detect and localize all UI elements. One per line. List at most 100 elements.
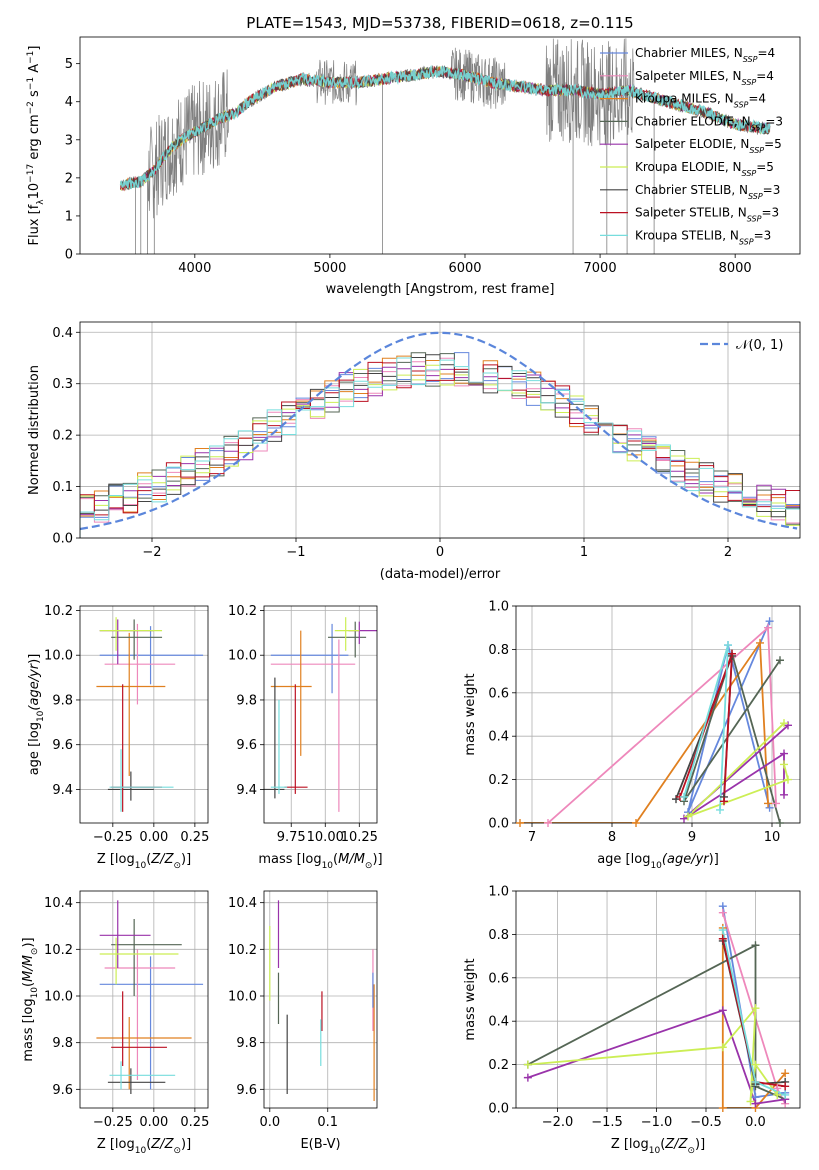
y-tick-label: 0.4	[488, 730, 509, 745]
weight-line-chabrier_elodie	[683, 650, 781, 823]
panel-spectrum: 4000 5000 6000 7000 8000 0 1 2 3 4 5 Chabrier MILES…	[26, 36, 801, 297]
plot-area	[96, 900, 204, 1094]
y-tick-label: 0.0	[52, 532, 73, 547]
plot-area	[119, 38, 771, 254]
axes-frame	[263, 605, 378, 824]
weight-marker-kroupa_elodie	[523, 1060, 532, 1069]
weight-marker-salpeter_miles	[544, 819, 552, 827]
weight-marker-salpeter_elodie	[751, 1099, 760, 1108]
x-tick-label: 0.25	[180, 830, 209, 845]
histogram-salpeter_stelib	[80, 361, 800, 538]
plot-area	[264, 617, 377, 812]
x-axis-label: mass [log10(M/M⊙)]	[258, 852, 382, 871]
weight-marker-salpeter_elodie	[523, 1073, 532, 1082]
x-axis-label: (data-model)/error	[380, 567, 501, 582]
weight-marker-salpeter_miles	[718, 908, 727, 917]
y-tick-label: 10.2	[228, 943, 257, 958]
y-tick-label: 9.8	[236, 693, 257, 708]
weight-marker-kroupa_elodie	[773, 1090, 782, 1099]
axis-label: age [log10(age/yr)]	[27, 654, 46, 776]
axes-frame	[263, 890, 378, 1109]
weight-marker-kroupa_miles	[756, 638, 764, 647]
weight-marker-salpeter_stelib	[718, 934, 727, 943]
legend-entry: Kroupa STELIB, NSSP=3	[635, 228, 771, 246]
axes-frame	[79, 36, 801, 255]
legend-entry: Chabrier MILES, NSSP=4	[635, 46, 775, 64]
histogram-kroupa_stelib	[80, 357, 800, 538]
y-axis-label: mass weight	[463, 673, 478, 755]
y-axis-label: mass weight	[463, 958, 478, 1040]
y-axis-label: Flux [fλ10−17 erg cm−2 s−1 A−1]	[26, 46, 46, 246]
y-tick-label: 9.8	[52, 1036, 73, 1051]
y-tick-label: 9.6	[52, 1083, 73, 1098]
x-tick-label: 10	[764, 830, 781, 845]
panel-weight_vs_age: 7 8 9 10 0.0 0.2 0.4 0.6 0.8 1.0 age [log10(age/yr…	[463, 600, 801, 871]
y-tick-label: 5	[65, 57, 73, 72]
normal-curve	[80, 331, 798, 531]
weight-marker-kroupa_miles	[718, 1104, 727, 1112]
y-tick-label: 9.8	[52, 693, 73, 708]
y-tick-label: 1.0	[488, 600, 509, 615]
axes-frame	[79, 321, 801, 539]
x-tick-label: −1	[286, 545, 305, 560]
y-tick-label: 9.6	[52, 738, 73, 753]
weight-marker-kroupa_miles	[781, 1069, 790, 1078]
weight-marker-kroupa_elodie	[780, 760, 788, 769]
x-tick-label: −2	[142, 545, 161, 560]
weight-marker-kroupa_elodie	[784, 775, 792, 784]
y-tick-label: 0.1	[52, 480, 73, 495]
y-tick-label: 0.0	[488, 1102, 509, 1117]
weight-line-salpeter_miles	[547, 625, 777, 823]
axes-frame	[79, 890, 209, 1109]
weight-line-kroupa_miles	[721, 927, 786, 1108]
x-tick-label: 10.00	[307, 830, 344, 845]
weight-marker-kroupa_stelib	[718, 926, 727, 935]
x-axis-label: Z [log10(Z/Z⊙)]	[97, 1137, 191, 1156]
y-tick-label: 4	[65, 95, 73, 110]
legend-entry: Salpeter STELIB, NSSP=3	[635, 206, 779, 224]
x-tick-label: 10.25	[341, 830, 378, 845]
x-tick-label: −0.25	[93, 1115, 133, 1130]
y-tick-label: 0.2	[52, 429, 73, 444]
y-tick-label: 2	[65, 171, 73, 186]
weight-marker-kroupa_stelib	[781, 1090, 790, 1099]
axes-frame	[515, 890, 801, 1109]
x-tick-label: 8	[608, 830, 616, 845]
weight-marker-chabrier_elodie	[751, 941, 760, 950]
axis-label: age [log10(age/yr)]	[597, 852, 719, 871]
y-tick-label: 10.0	[228, 990, 257, 1005]
y-tick-label: 0.3	[52, 377, 73, 392]
x-axis-label: E(B-V)	[300, 1137, 340, 1152]
x-tick-label: 0.0	[259, 1115, 280, 1130]
weight-marker-kroupa_elodie	[751, 1060, 760, 1069]
y-tick-label: 1.0	[488, 885, 509, 900]
weight-marker-salpeter_miles	[764, 623, 772, 632]
x-tick-label: 7	[528, 830, 536, 845]
x-tick-label: 7000	[584, 261, 617, 276]
panel-residuals: −2 −1 0 1 2 0.0 0.1 0.2 0.3 0.4 𝒩(0, 1) (data-model…	[27, 321, 801, 582]
weight-line-kroupa_elodie	[527, 1005, 778, 1102]
legend-entry: Salpeter MILES, NSSP=4	[635, 69, 774, 87]
weight-marker-chabrier_elodie	[776, 819, 784, 827]
legend-entry: Kroupa ELODIE, NSSP=5	[635, 160, 774, 178]
y-tick-label: 10.2	[44, 604, 73, 619]
weight-line-kroupa_miles	[520, 640, 769, 823]
y-tick-label: 0.2	[488, 1058, 509, 1073]
x-tick-label: 0.1	[317, 1115, 338, 1130]
x-tick-label: 0.00	[139, 830, 168, 845]
weight-marker-kroupa_elodie	[751, 1004, 760, 1013]
x-axis-label: wavelength [Angstrom, rest frame]	[326, 282, 555, 297]
y-tick-label: 0.6	[488, 686, 509, 701]
weight-marker-kroupa_miles	[516, 819, 524, 827]
weight-line-salpeter_elodie	[683, 724, 789, 820]
x-tick-label: 2	[724, 545, 732, 560]
x-tick-label: −0.5	[690, 1115, 722, 1130]
weight-marker-chabrier_miles	[765, 617, 774, 626]
axes-frame	[515, 605, 801, 824]
legend-entry: Kroupa MILES, NSSP=4	[635, 92, 766, 110]
weight-marker-kroupa_miles	[632, 819, 640, 827]
figure-title: PLATE=1543, MJD=53738, FIBERID=0618, z=0…	[246, 14, 633, 32]
y-tick-label: 0.4	[488, 1015, 509, 1030]
x-axis-label: Z [log10(Z/Z⊙)]	[611, 1137, 705, 1156]
